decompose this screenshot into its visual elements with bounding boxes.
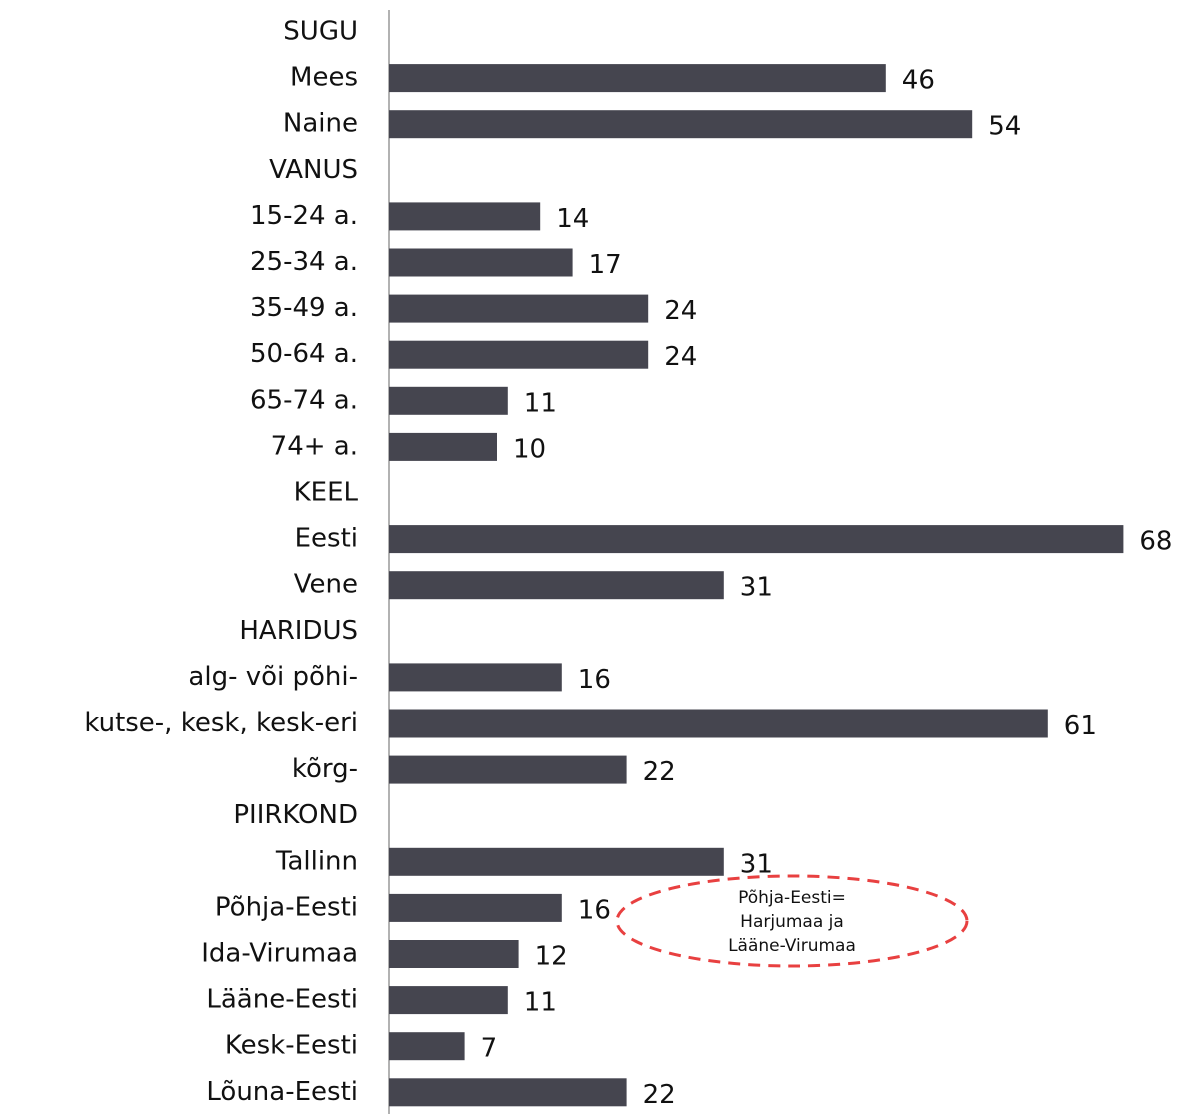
bar: [389, 755, 627, 784]
bar: [389, 294, 649, 323]
value-label: 54: [988, 112, 1021, 142]
bar: [389, 525, 1124, 554]
category-label: VANUS: [269, 155, 358, 185]
value-label: 7: [481, 1034, 498, 1064]
bar: [389, 571, 724, 600]
annotation-text: Põhja-Eesti=: [738, 888, 846, 908]
bar: [389, 340, 649, 369]
category-label: HARIDUS: [239, 616, 358, 646]
category-label: Mees: [290, 63, 358, 93]
bar: [389, 64, 886, 93]
category-label: Ida-Virumaa: [201, 939, 358, 969]
annotation-text: Lääne-Virumaa: [728, 936, 856, 956]
category-label: Põhja-Eesti: [215, 892, 358, 922]
value-label: 14: [556, 204, 589, 234]
category-label: alg- või põhi-: [188, 662, 358, 692]
value-label: 11: [524, 988, 557, 1018]
category-label: 65-74 a.: [250, 385, 358, 415]
bar: [389, 202, 541, 231]
value-label: 17: [589, 250, 622, 280]
value-label: 10: [513, 434, 546, 464]
value-label: 11: [524, 388, 557, 418]
category-label: 74+ a.: [271, 431, 358, 461]
bar: [389, 248, 573, 277]
bar: [389, 940, 519, 968]
value-label: 61: [1064, 711, 1097, 741]
annotation-ellipse: [615, 874, 969, 968]
category-label: Kesk-Eesti: [225, 1031, 358, 1061]
category-label: 25-34 a.: [250, 247, 358, 277]
value-label: 16: [578, 665, 611, 695]
category-label: Eesti: [295, 524, 358, 554]
category-label: Vene: [294, 570, 358, 600]
bar: [389, 893, 562, 922]
value-label: 12: [535, 942, 568, 972]
bar: [389, 709, 1048, 738]
category-label: PIIRKOND: [233, 800, 358, 830]
value-label: 22: [643, 757, 676, 787]
category-label: Tallinn: [275, 846, 358, 876]
category-label: kõrg-: [292, 754, 358, 784]
bar: [389, 432, 497, 461]
value-label: 31: [740, 573, 773, 603]
bar: [389, 847, 724, 876]
category-label: Naine: [283, 109, 358, 139]
bar: [389, 986, 508, 1015]
category-label: kutse-, kesk, kesk-eri: [84, 708, 358, 738]
value-label: 46: [902, 66, 935, 96]
value-label: 22: [643, 1080, 676, 1110]
value-label: 31: [740, 849, 773, 879]
value-label: 16: [578, 895, 611, 925]
category-label: KEEL: [294, 478, 359, 508]
bar: [389, 663, 562, 692]
bar: [389, 1078, 627, 1107]
bar: [389, 1032, 465, 1061]
annotation-text: Harjumaa ja: [740, 912, 844, 932]
bar: [389, 110, 973, 139]
value-label: 24: [664, 296, 697, 326]
category-label: Lääne-Eesti: [206, 985, 358, 1015]
category-label: SUGU: [283, 17, 358, 47]
value-label: 68: [1139, 527, 1172, 557]
category-label: 35-49 a.: [250, 293, 358, 323]
category-label: Lõuna-Eesti: [206, 1077, 358, 1107]
category-label: 50-64 a.: [250, 339, 358, 369]
category-label: 15-24 a.: [250, 201, 358, 231]
bar: [389, 386, 508, 415]
value-label: 24: [664, 342, 697, 372]
